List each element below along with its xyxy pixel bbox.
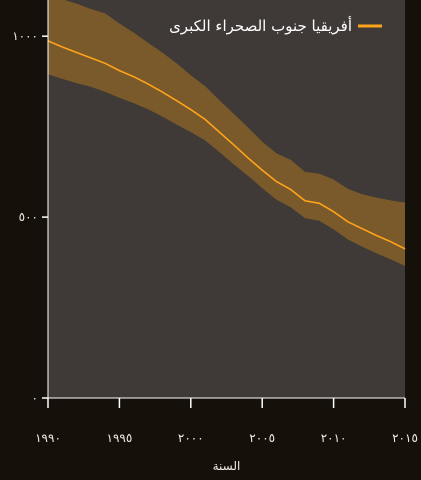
x-tick-label-1: ١٩٩٥ <box>107 431 133 445</box>
x-tick-label-3: ٢٠٠٥ <box>249 431 275 445</box>
confidence-band-0 <box>48 0 405 266</box>
y-tick-label-1: ٥٠٠ <box>19 210 38 224</box>
series-line-0 <box>47 40 406 250</box>
y-tick-label-2: ١٠٠٠ <box>12 29 38 43</box>
legend-label: أفريقيا جنوب الصحراء الكبرى <box>169 16 352 35</box>
x-axis-title: السنة <box>213 459 241 473</box>
legend: أفريقيا جنوب الصحراء الكبرى <box>169 16 382 35</box>
x-tick-label-4: ٢٠١٠ <box>321 431 347 445</box>
y-tick-label-0: ٠ <box>32 391 38 405</box>
x-tick-label-0: ١٩٩٠ <box>35 431 61 445</box>
x-tick-label-5: ٢٠١٥ <box>392 431 418 445</box>
x-tick-label-2: ٢٠٠٠ <box>178 431 204 445</box>
